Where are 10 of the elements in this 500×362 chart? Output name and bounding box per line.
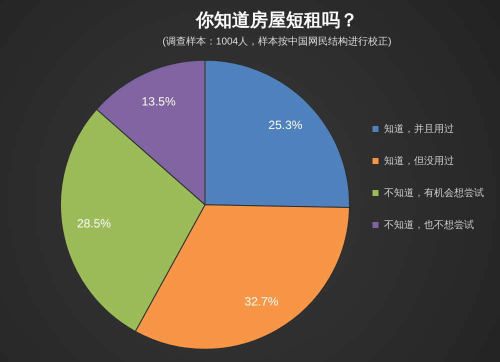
legend-label: 不知道，也不想尝试 (384, 218, 474, 231)
chart-title: 你知道房屋短租吗？ (195, 10, 358, 30)
legend-label: 知道，但没用过 (384, 154, 454, 167)
data-label: 32.7% (244, 294, 279, 309)
data-label: 25.3% (268, 118, 303, 132)
chart-subtitle: (调查样本：1004人，样本按中国网民结构进行校正) (162, 35, 392, 48)
data-label: 13.5% (142, 94, 176, 108)
legend-label: 不知道，有机会想尝试 (384, 186, 484, 199)
legend-label: 知道，并且用过 (384, 122, 454, 135)
data-label: 28.5% (76, 216, 112, 230)
